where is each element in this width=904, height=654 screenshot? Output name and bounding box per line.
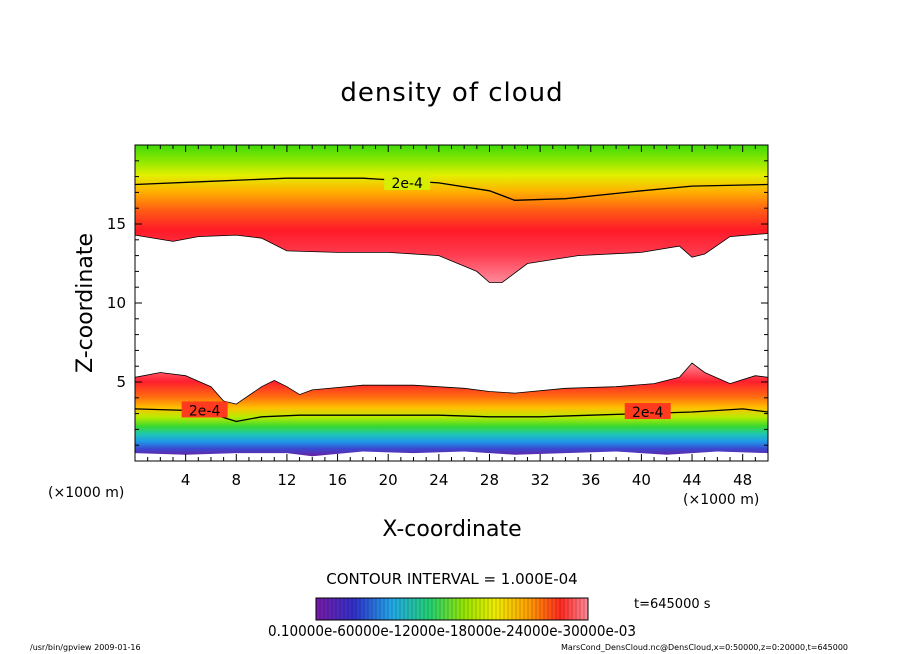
contour-label: 2e-4 — [189, 403, 221, 419]
x-axis-ticks: 4 8 12 16 20 24 28 32 36 40 44 48 — [147, 145, 756, 489]
y-tick-label: 10 — [107, 294, 126, 312]
upper-cloud-layer — [135, 145, 768, 283]
x-tick-label: 28 — [480, 471, 499, 489]
y-axis-ticks: 5 10 15 — [107, 160, 768, 446]
y-tick-label: 5 — [116, 373, 126, 391]
y-tick-label: 15 — [107, 215, 126, 233]
x-tick-label: 40 — [632, 471, 651, 489]
contour-interval-text: CONTOUR INTERVAL = 1.000E-04 — [326, 570, 577, 588]
contour-labels: 2e-4 2e-4 2e-4 — [181, 173, 671, 421]
x-tick-label: 32 — [531, 471, 550, 489]
x-tick-label: 4 — [181, 471, 191, 489]
upper-2e-4-contour — [135, 177, 768, 201]
x-tick-label: 20 — [379, 471, 398, 489]
x-tick-label: 12 — [277, 471, 296, 489]
x-tick-label: 44 — [682, 471, 701, 489]
lower-cloud-layer — [135, 363, 768, 457]
x-axis-label: X-coordinate — [382, 517, 521, 542]
x-tick-label: 36 — [581, 471, 600, 489]
x-tick-label: 48 — [733, 471, 752, 489]
x-unit-left: (×1000 m) — [48, 485, 124, 501]
time-label: t=645000 s — [634, 597, 711, 612]
x-tick-label: 16 — [328, 471, 347, 489]
y-axis-label: Z-coordinate — [73, 233, 98, 373]
x-tick-label: 8 — [232, 471, 242, 489]
lower-layer-edge-contour — [135, 362, 768, 405]
colorbar — [315, 597, 589, 621]
contour-label: 2e-4 — [632, 405, 664, 421]
footer-left: /usr/bin/gpview 2009-01-16 — [30, 643, 141, 652]
upper-layer-edge-contour — [135, 233, 768, 283]
contour-label-bg — [384, 173, 431, 190]
chart-title: density of cloud — [340, 78, 563, 108]
plot-area: 2e-4 2e-4 2e-4 — [135, 145, 768, 457]
colorbar-labels: 0.10000e-60000e-12000e-18000e-24000e-300… — [268, 622, 636, 640]
x-tick-label: 24 — [429, 471, 448, 489]
contour-label-bg — [181, 401, 228, 418]
colorbar-stripes — [319, 598, 585, 620]
contour-label-bg — [624, 403, 671, 420]
contour-label: 2e-4 — [391, 176, 423, 192]
x-unit-right: (×1000 m) — [683, 492, 759, 508]
footer-right: MarsCond_DensCloud.nc@DensCloud,x=0:5000… — [561, 643, 848, 652]
